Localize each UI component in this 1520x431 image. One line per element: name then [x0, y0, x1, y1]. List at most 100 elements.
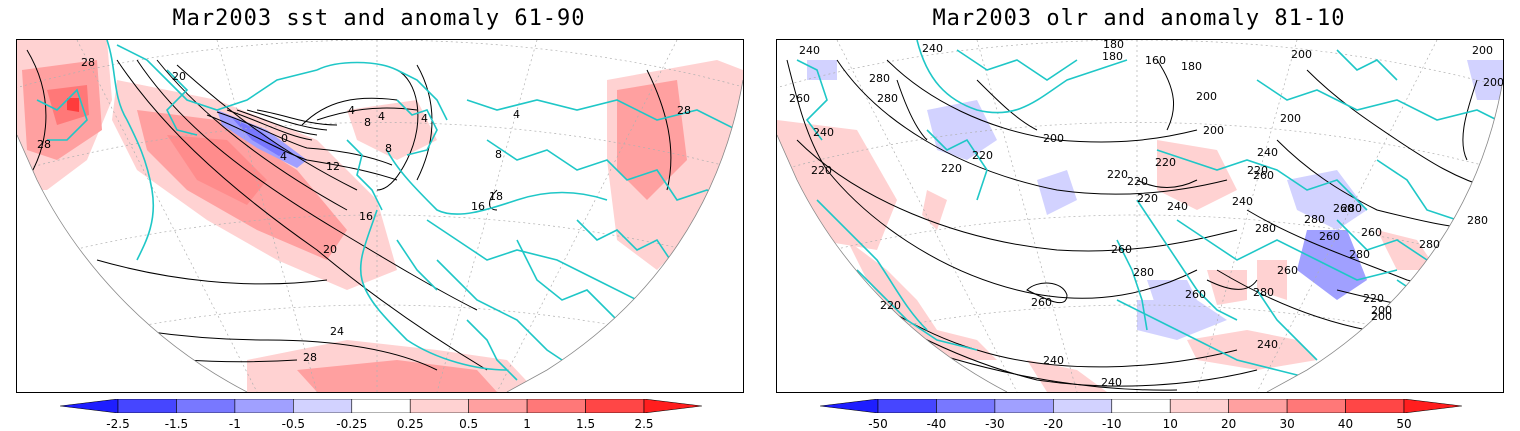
colorbar-segment: [351, 399, 411, 413]
colorbar-label: 0.25: [396, 417, 424, 431]
colorbar-label: -40: [926, 417, 947, 431]
anomaly-patch: [1037, 170, 1077, 215]
anomaly-patch: [1287, 170, 1367, 230]
contour-label: 200: [1203, 124, 1224, 137]
contour-label: 0: [281, 132, 288, 145]
contour-label: 280: [1349, 248, 1370, 261]
coastlines: [796, 40, 1498, 381]
sst-map-canvas: 28 20 28 0 4 4 4 4 8 8 12 16 20 24 28 4 …: [17, 40, 743, 392]
anomaly-patch: [1257, 260, 1287, 300]
contour-label: 16: [471, 200, 485, 213]
contour-label: 240: [922, 42, 943, 55]
colorbar-segment: [1286, 399, 1346, 413]
contour-label: 220: [1155, 156, 1176, 169]
colorbar-swatches: [60, 399, 702, 413]
contour-label: 24: [330, 325, 344, 338]
colorbar-label: 30: [1279, 417, 1295, 431]
contour-label: 260: [1277, 264, 1298, 277]
contour-label: 20: [323, 243, 337, 256]
colorbar-label: -30: [985, 417, 1005, 431]
anomaly-patch: [232, 118, 287, 156]
contour-label: 240: [1167, 200, 1188, 213]
colorbar-segment: [820, 399, 879, 413]
anomaly-patch: [297, 360, 497, 392]
anomaly-patch: [1467, 60, 1503, 100]
graticule: [777, 40, 1503, 392]
colorbar-label: -2.5: [106, 417, 130, 431]
contour-label: 180: [1103, 40, 1124, 51]
contour-label: 240: [813, 126, 834, 139]
colorbar-segment: [585, 399, 645, 413]
contour-label: 280: [869, 72, 890, 85]
colorbar-segment: [1228, 399, 1288, 413]
anomaly-patch: [1377, 230, 1437, 270]
contour-label: 240: [799, 44, 820, 57]
contour-label: 280: [1253, 286, 1274, 299]
anomaly-patch: [777, 120, 897, 250]
colorbar-segment: [1053, 399, 1113, 413]
left-panel-title: Mar2003 sst and anomaly 61-90: [172, 6, 586, 31]
colorbar-label: 1: [523, 417, 531, 431]
right-panel-title: Mar2003 olr and anomaly 81-10: [932, 6, 1346, 31]
contour-label: 200: [1280, 112, 1301, 125]
anomaly-patch: [1027, 360, 1107, 392]
contour-label: 280: [1467, 214, 1488, 227]
contour-label: 8: [385, 142, 392, 155]
colorbar-segment: [468, 399, 528, 413]
colorbar-segment: [409, 399, 469, 413]
colorbar-label: 0.5: [459, 417, 479, 431]
contour-label: 28: [81, 56, 95, 69]
colorbar-label: -50: [868, 417, 888, 431]
contour-label: 200: [1371, 304, 1392, 317]
colorbar-label: 50: [1396, 417, 1412, 431]
colorbar-label: -20: [1043, 417, 1064, 431]
contour-label: 240: [1257, 338, 1278, 351]
contour-label: 260: [1111, 243, 1132, 256]
contour-label: 220: [941, 162, 962, 175]
colorbar-segment: [526, 399, 586, 413]
contour-label: 280: [1133, 266, 1154, 279]
anomaly-patch: [1187, 330, 1317, 370]
contour-label: 220: [1127, 175, 1148, 188]
contour-label: 18: [489, 190, 503, 203]
colorbar-label: 1.5: [576, 417, 596, 431]
contour-label: 220: [972, 149, 993, 162]
anomaly-patch: [927, 100, 997, 160]
colorbar-segment: [877, 399, 937, 413]
sst-map: 28 20 28 0 4 4 4 4 8 8 12 16 20 24 28 4 …: [16, 39, 744, 393]
contour-label: 28: [37, 138, 51, 151]
contour-label: 200: [1472, 44, 1493, 57]
contour-label: 4: [280, 150, 287, 163]
contour-label: 200: [1043, 132, 1064, 145]
olr-contour-labels: 240 240 180 180 160 180 200 200 200 280 …: [789, 40, 1503, 389]
contour-label: 260: [1333, 202, 1354, 215]
anomaly-patch: [1137, 300, 1227, 340]
contour-label: 180: [1181, 60, 1202, 73]
contour-label: 220: [1363, 292, 1384, 305]
contour-label: 220: [1137, 192, 1158, 205]
sst-contours: [17, 49, 672, 371]
contour-label: 260: [1031, 296, 1052, 309]
colorbar-label: -10: [1101, 417, 1122, 431]
anomaly-patch: [1297, 230, 1367, 300]
colorbar-segment: [234, 399, 294, 413]
colorbar-label: 20: [1221, 417, 1237, 431]
contour-label: 28: [303, 351, 317, 364]
colorbar-label: 40: [1337, 417, 1354, 431]
colorbar-label: -1: [228, 417, 241, 431]
colorbar-segment: [1345, 399, 1405, 413]
contour-label: 200: [1291, 48, 1312, 61]
contour-label: 8: [495, 148, 502, 161]
colorbar-segment: [60, 399, 119, 413]
anomaly-patch: [847, 240, 997, 360]
colorbar-segment: [994, 399, 1054, 413]
anomaly-patch: [167, 135, 267, 205]
contour-label: 4: [513, 108, 520, 121]
contour-label: 280: [1341, 202, 1362, 215]
contour-label: 280: [1255, 222, 1276, 235]
colorbar-label: -1.5: [164, 417, 189, 431]
anomaly-patch: [617, 80, 687, 200]
colorbar-segment: [176, 399, 236, 413]
contour-label: 260: [1253, 169, 1274, 182]
contour-label: 220: [1247, 164, 1268, 177]
